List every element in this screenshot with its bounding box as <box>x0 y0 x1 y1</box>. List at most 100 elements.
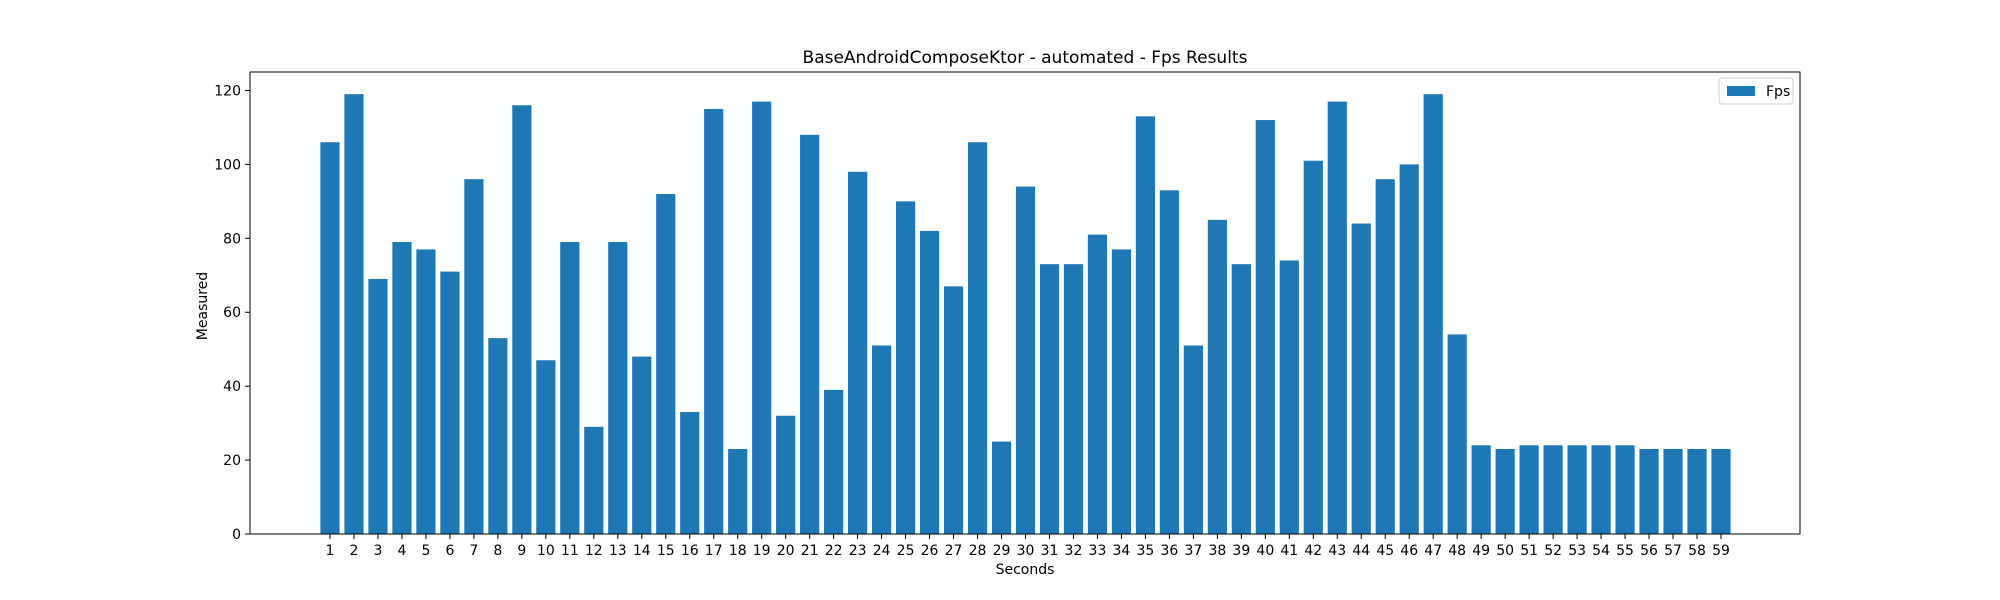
x-tick-label: 49 <box>1472 543 1490 559</box>
bar-56 <box>1639 448 1659 534</box>
bar-10 <box>536 360 556 534</box>
bar-54 <box>1591 445 1611 534</box>
bar-31 <box>1039 264 1060 534</box>
bar-26 <box>919 230 940 535</box>
legend-label: Fps <box>1766 84 1790 100</box>
bar-48 <box>1447 334 1467 534</box>
bar-3 <box>368 278 388 534</box>
legend: Fps <box>1718 77 1794 105</box>
bar-35 <box>1135 116 1156 535</box>
bar-19 <box>752 101 772 535</box>
x-tick-label: 26 <box>921 543 939 559</box>
x-tick-label: 21 <box>801 543 819 559</box>
y-tick-label: 20 <box>223 453 241 469</box>
bar-30 <box>1015 186 1036 535</box>
x-tick-label: 16 <box>681 543 699 559</box>
x-tick-label: 19 <box>753 543 771 559</box>
bar-43 <box>1327 101 1347 535</box>
bar-52 <box>1543 445 1563 534</box>
x-tick-label: 8 <box>493 543 502 559</box>
x-axis: 1 2 3 4 5 6 7 8 9 10 11 12 13 14 15 16 17 18 19 20 21 22 23 24 2… <box>326 534 1730 559</box>
bar-6 <box>440 271 460 534</box>
bar-25 <box>895 201 916 535</box>
y-tick-label: 60 <box>223 305 241 321</box>
x-axis-title: Seconds <box>996 562 1055 578</box>
bar-57 <box>1663 448 1683 534</box>
x-tick-label: 17 <box>705 543 723 559</box>
bar-51 <box>1519 445 1539 534</box>
x-tick-label: 20 <box>777 543 795 559</box>
x-tick-label: 51 <box>1520 543 1538 559</box>
x-tick-label: 9 <box>517 543 526 559</box>
legend-box <box>1718 77 1794 105</box>
chart-title: BaseAndroidComposeKtor - automated - Fps… <box>803 48 1248 68</box>
x-tick-label: 30 <box>1017 543 1035 559</box>
bar-58 <box>1687 448 1707 534</box>
x-tick-label: 55 <box>1616 543 1634 559</box>
x-tick-label: 7 <box>469 543 478 559</box>
x-tick-label: 47 <box>1424 543 1442 559</box>
x-tick-label: 18 <box>729 543 747 559</box>
bar-21 <box>800 134 820 534</box>
bar-5 <box>416 249 436 534</box>
bar-41 <box>1279 260 1299 534</box>
bar-45 <box>1375 179 1395 534</box>
y-tick-label: 120 <box>214 83 241 99</box>
y-tick-label: 0 <box>232 527 241 543</box>
bar-16 <box>680 412 700 534</box>
bar-50 <box>1495 448 1515 534</box>
x-tick-label: 27 <box>945 543 963 559</box>
x-tick-label: 53 <box>1568 543 1586 559</box>
x-tick-label: 22 <box>825 543 843 559</box>
bar-11 <box>560 242 580 535</box>
x-tick-label: 33 <box>1089 543 1107 559</box>
x-tick-label: 5 <box>421 543 430 559</box>
x-tick-label: 31 <box>1041 543 1059 559</box>
bar-23 <box>848 171 868 535</box>
bar-22 <box>824 389 844 534</box>
legend-swatch <box>1727 86 1755 96</box>
bar-1 <box>320 142 340 534</box>
x-tick-label: 44 <box>1352 543 1370 559</box>
bar-37 <box>1183 345 1203 534</box>
bar-15 <box>656 193 676 534</box>
x-tick-label: 39 <box>1232 543 1250 559</box>
bar-44 <box>1351 223 1371 534</box>
y-tick-label: 80 <box>223 231 241 247</box>
bar-20 <box>776 415 796 534</box>
x-tick-label: 3 <box>374 543 383 559</box>
bar-55 <box>1615 445 1635 534</box>
y-tick-label: 100 <box>214 157 241 173</box>
x-tick-label: 6 <box>445 543 454 559</box>
x-tick-label: 41 <box>1280 543 1298 559</box>
bar-36 <box>1159 190 1179 534</box>
x-tick-label: 59 <box>1712 543 1730 559</box>
x-tick-label: 38 <box>1208 543 1226 559</box>
y-axis-title: Measured <box>195 272 211 340</box>
x-tick-label: 50 <box>1496 543 1514 559</box>
bar-59 <box>1711 448 1731 534</box>
bar-32 <box>1063 264 1084 534</box>
x-tick-label: 10 <box>537 543 555 559</box>
x-tick-label: 40 <box>1256 543 1274 559</box>
bar-14 <box>632 356 652 534</box>
x-tick-label: 12 <box>585 543 603 559</box>
bar-53 <box>1567 445 1587 534</box>
bar-18 <box>728 448 748 534</box>
x-tick-label: 56 <box>1640 543 1658 559</box>
bar-46 <box>1399 164 1419 534</box>
bar-9 <box>512 105 532 534</box>
x-tick-label: 13 <box>609 543 627 559</box>
bar-38 <box>1207 219 1227 534</box>
x-tick-label: 42 <box>1304 543 1322 559</box>
x-tick-label: 11 <box>561 543 579 559</box>
bar-7 <box>464 179 484 534</box>
x-tick-label: 1 <box>326 543 335 559</box>
x-tick-label: 15 <box>657 543 675 559</box>
bar-42 <box>1303 160 1323 535</box>
x-tick-label: 57 <box>1664 543 1682 559</box>
x-tick-label: 35 <box>1136 543 1154 559</box>
x-tick-label: 46 <box>1400 543 1418 559</box>
x-tick-label: 58 <box>1688 543 1706 559</box>
